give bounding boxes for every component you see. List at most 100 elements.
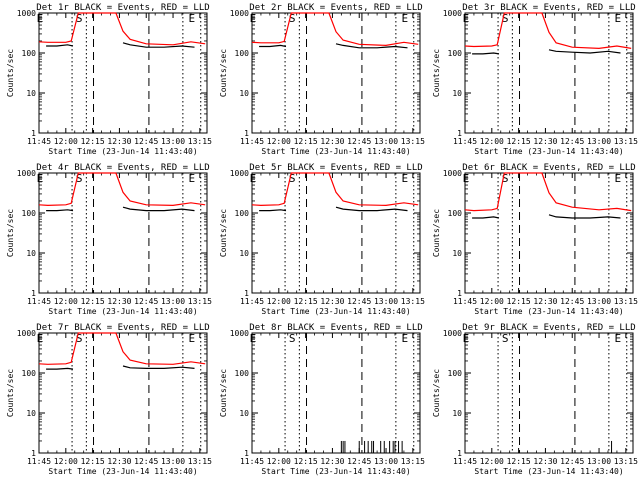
plot-frame (251, 12, 421, 134)
panel-title: Det 4r BLACK = Events, RED = LLD (36, 163, 209, 173)
interval-marker: E (614, 332, 621, 345)
y-axis-label: Counts/sec (219, 49, 228, 97)
y-tick-label: 1 (31, 129, 36, 138)
x-tick-label: 12:00 (54, 297, 78, 306)
events-series-line (122, 206, 195, 212)
y-tick-label: 1000 (17, 169, 36, 178)
interval-marker: S (76, 12, 83, 25)
plot-frame (464, 172, 634, 294)
y-tick-label: 10 (26, 249, 36, 258)
y-axis-label: Counts/sec (6, 49, 15, 97)
x-tick-label: 12:30 (533, 137, 557, 146)
y-tick-label: 1000 (443, 329, 462, 338)
x-tick-label: 11:45 (27, 137, 51, 146)
interval-marker: E (463, 12, 470, 25)
events-series-line (46, 367, 74, 370)
y-tick-label: 1 (244, 289, 249, 298)
detector-panel: Det 9r BLACK = Events, RED = LLD 1 10 100 10… (432, 323, 638, 476)
panel-title: Det 2r BLACK = Events, RED = LLD (249, 3, 422, 13)
x-tick-label: 12:30 (107, 137, 131, 146)
plot-frame (464, 332, 634, 454)
y-tick-label: 1 (31, 449, 36, 458)
lld-series-line (38, 12, 206, 46)
y-tick-label: 10 (239, 249, 249, 258)
x-tick-label: 12:30 (320, 137, 344, 146)
x-tick-label: 11:45 (240, 297, 264, 306)
x-tick-label: 12:45 (347, 297, 371, 306)
y-axis-label: Counts/sec (219, 209, 228, 257)
x-tick-label: 12:45 (560, 297, 584, 306)
events-series-line (46, 209, 74, 212)
y-axis-label: Counts/sec (432, 369, 441, 417)
panel-title: Det 1r BLACK = Events, RED = LLD (36, 3, 209, 13)
x-tick-label: 12:15 (507, 457, 531, 466)
x-tick-label: 12:30 (533, 457, 557, 466)
x-tick-label: 12:00 (54, 457, 78, 466)
x-tick-label: 12:45 (134, 457, 158, 466)
y-tick-label: 100 (22, 49, 37, 58)
x-axis-label: Start Time (23-Jun-14 11:43:40) (48, 307, 197, 316)
y-tick-label: 1000 (230, 9, 249, 18)
x-tick-label: 12:15 (81, 457, 105, 466)
x-tick-label: 12:15 (294, 137, 318, 146)
x-axis-label: Start Time (23-Jun-14 11:43:40) (261, 147, 410, 156)
y-tick-label: 10 (26, 89, 36, 98)
y-tick-label: 100 (235, 369, 250, 378)
interval-marker: S (289, 332, 296, 345)
panel-title: Det 9r BLACK = Events, RED = LLD (462, 323, 635, 333)
interval-marker: E (614, 172, 621, 185)
plot-frame (38, 332, 208, 454)
x-tick-label: 13:15 (614, 457, 638, 466)
y-tick-label: 10 (239, 89, 249, 98)
x-tick-label: 12:30 (320, 457, 344, 466)
events-series-line (122, 42, 195, 48)
y-axis-label: Counts/sec (219, 369, 228, 417)
x-tick-label: 12:45 (134, 137, 158, 146)
x-tick-label: 13:15 (188, 137, 212, 146)
x-tick-label: 13:00 (374, 297, 398, 306)
plot-frame (38, 12, 208, 134)
y-axis-label: Counts/sec (432, 209, 441, 257)
x-tick-label: 12:00 (480, 297, 504, 306)
interval-marker: E (401, 12, 408, 25)
panel-title: Det 7r BLACK = Events, RED = LLD (36, 323, 209, 333)
interval-marker: E (463, 172, 470, 185)
events-series-line (46, 44, 74, 47)
lld-series-line (251, 12, 419, 47)
interval-marker: E (188, 12, 195, 25)
x-tick-label: 11:45 (453, 457, 477, 466)
y-tick-label: 10 (452, 249, 462, 258)
x-tick-label: 13:00 (161, 457, 185, 466)
interval-marker: S (502, 172, 509, 185)
y-tick-label: 100 (448, 49, 463, 58)
interval-marker: S (502, 332, 509, 345)
lld-series-line (464, 172, 632, 212)
panel-title: Det 8r BLACK = Events, RED = LLD (249, 323, 422, 333)
x-tick-label: 11:45 (453, 137, 477, 146)
y-tick-label: 1000 (230, 329, 249, 338)
x-tick-label: 13:15 (188, 457, 212, 466)
y-axis-label: Counts/sec (432, 49, 441, 97)
x-axis-label: Start Time (23-Jun-14 11:43:40) (48, 467, 197, 476)
x-tick-label: 12:30 (107, 457, 131, 466)
y-tick-label: 100 (22, 369, 37, 378)
y-tick-label: 100 (235, 49, 250, 58)
x-tick-label: 13:15 (401, 297, 425, 306)
x-tick-label: 12:45 (560, 457, 584, 466)
interval-marker: E (250, 172, 257, 185)
x-tick-label: 12:15 (81, 137, 105, 146)
x-tick-label: 12:30 (533, 297, 557, 306)
events-series-line (548, 49, 621, 54)
lld-series-line (38, 172, 206, 207)
events-series-line (548, 214, 621, 219)
x-tick-label: 11:45 (453, 297, 477, 306)
interval-marker: E (37, 332, 44, 345)
events-series-line (472, 216, 500, 219)
detector-panel: Det 5r BLACK = Events, RED = LLD 1 10 100 10… (219, 163, 425, 316)
interval-marker: E (463, 332, 470, 345)
x-tick-label: 12:30 (107, 297, 131, 306)
x-tick-label: 11:45 (240, 137, 264, 146)
y-tick-label: 10 (452, 409, 462, 418)
y-tick-label: 1 (457, 449, 462, 458)
